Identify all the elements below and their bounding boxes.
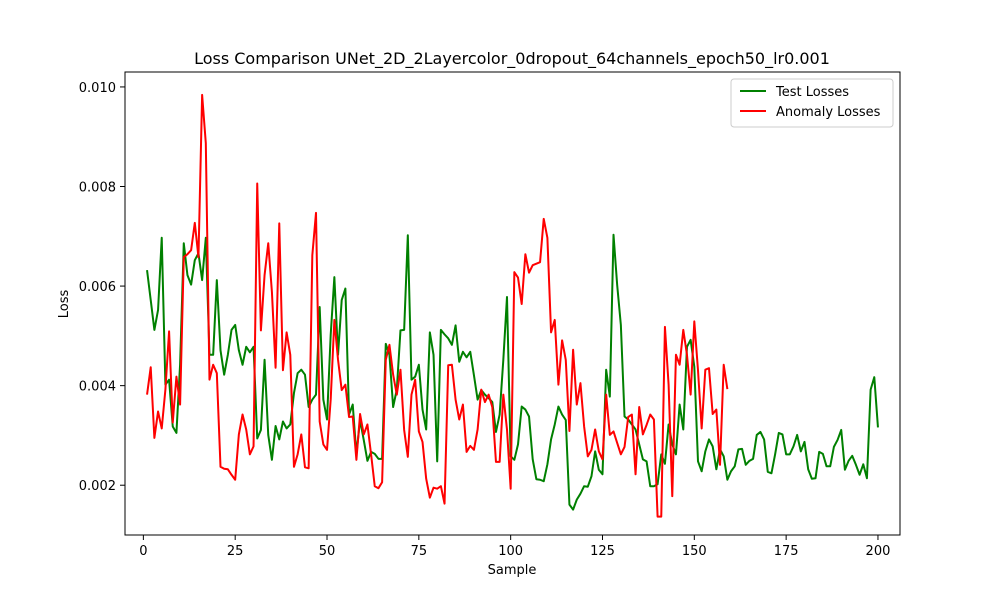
- chart-title: Loss Comparison UNet_2D_2Layercolor_0dro…: [194, 49, 830, 69]
- x-tick-label: 50: [319, 544, 336, 559]
- legend-label-test-losses: Test Losses: [775, 85, 849, 100]
- x-tick-label: 200: [866, 544, 891, 559]
- y-tick-label: 0.004: [79, 380, 116, 395]
- x-tick-label: 0: [139, 544, 147, 559]
- y-tick-label: 0.010: [79, 81, 116, 96]
- x-tick-label: 125: [590, 544, 615, 559]
- x-axis-label: Sample: [488, 563, 537, 578]
- x-axis-ticks: 0 25 50 75 100 125 150 175 200: [139, 535, 890, 559]
- x-tick-label: 25: [227, 544, 244, 559]
- x-tick-label: 75: [411, 544, 428, 559]
- y-axis-label: Loss: [57, 290, 72, 319]
- y-axis-ticks: 0.002 0.004 0.006 0.008 0.010: [79, 81, 125, 494]
- legend-label-anomaly-losses: Anomaly Losses: [776, 105, 881, 120]
- y-tick-label: 0.008: [79, 181, 116, 196]
- y-tick-label: 0.006: [79, 280, 116, 295]
- y-tick-label: 0.002: [79, 479, 116, 494]
- x-tick-label: 100: [498, 544, 523, 559]
- series-line-test-losses: [146, 233, 879, 511]
- legend: Test Losses Anomaly Losses: [730, 78, 894, 128]
- series-line-anomaly-losses: [146, 93, 729, 518]
- plot-series-group: [146, 93, 879, 518]
- x-tick-label: 175: [774, 544, 799, 559]
- x-tick-label: 150: [682, 544, 707, 559]
- plot-frame: [124, 71, 901, 536]
- legend-box: [730, 78, 894, 128]
